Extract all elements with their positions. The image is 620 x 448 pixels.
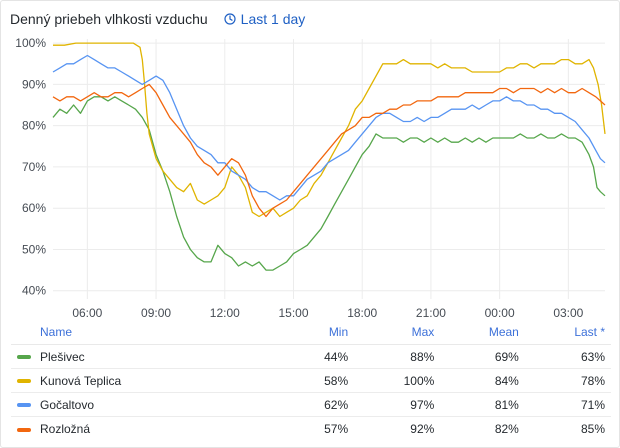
legend-series-name[interactable]: Gočaltovo — [40, 397, 95, 412]
series-line-1[interactable] — [53, 42, 606, 218]
series-line-3[interactable] — [52, 83, 606, 218]
legend-series-name[interactable]: Plešivec — [40, 349, 85, 364]
legend-series[interactable]: Gočaltovo — [11, 392, 284, 417]
legend-header-max[interactable]: Max — [354, 321, 441, 345]
legend-max: 97% — [354, 392, 441, 417]
x-tick-label: 21:00 — [416, 306, 446, 320]
legend-mean: 82% — [494, 421, 519, 436]
legend-header-min[interactable]: Min — [283, 321, 355, 345]
legend-mean: 81% — [440, 392, 525, 417]
x-tick-label: 12:00 — [210, 306, 240, 320]
legend-max: 88% — [354, 344, 441, 369]
legend-min: 44% — [283, 344, 355, 369]
legend-series-name[interactable]: Rozložná — [40, 421, 91, 436]
clock-icon — [224, 13, 236, 25]
legend-min: 57% — [324, 421, 349, 436]
y-axis-labels: 40% 50% 60% 70% 80% 90% 100% — [15, 37, 46, 298]
legend-last: 85% — [580, 421, 605, 436]
legend-max: 92% — [410, 421, 435, 436]
series-line-0[interactable] — [52, 96, 606, 271]
x-tick-label: 00:00 — [485, 306, 515, 320]
legend-series[interactable]: Kunová Teplica — [11, 368, 284, 393]
series-color-swatch[interactable] — [17, 355, 31, 360]
legend-header-row: Name Min Max Mean Last * — [11, 321, 611, 345]
y-tick-label: 70% — [22, 160, 46, 174]
y-tick-label: 100% — [15, 37, 46, 50]
y-tick-label: 40% — [22, 284, 46, 298]
series-color-swatch[interactable] — [17, 379, 31, 384]
x-tick-label: 09:00 — [141, 306, 171, 320]
x-tick-label: 15:00 — [278, 306, 308, 320]
legend-last: 71% — [524, 392, 611, 417]
legend-row[interactable]: Plešivec 44% 88% 69% 63% — [11, 344, 611, 369]
legend-row[interactable]: Kunová Teplica 58% 100% 84% 78% — [11, 368, 611, 393]
panel-title: Denný priebeh vlhkosti vzduchu — [10, 11, 208, 27]
legend-header-last[interactable]: Last * — [524, 321, 611, 345]
y-tick-label: 50% — [22, 242, 46, 256]
y-tick-label: 60% — [22, 201, 46, 215]
legend-mean: 69% — [440, 344, 525, 369]
panel-header: Denný priebeh vlhkosti vzduchu Last 1 da… — [10, 9, 305, 29]
legend-series[interactable]: Rozložná — [11, 417, 284, 441]
y-tick-label: 80% — [22, 119, 46, 133]
x-tick-label: 03:00 — [553, 306, 583, 320]
legend-header-name[interactable]: Name — [11, 321, 284, 345]
legend-max: 100% — [354, 368, 441, 393]
legend-min: 58% — [283, 368, 355, 393]
chart-grid — [53, 39, 605, 299]
legend-series[interactable]: Plešivec — [11, 344, 284, 369]
x-axis-labels: 06:00 09:00 12:00 15:00 18:00 21:00 00:00 03:00 — [72, 306, 583, 320]
legend-min: 62% — [283, 392, 355, 417]
legend-series-name[interactable]: Kunová Teplica — [40, 373, 122, 388]
x-tick-label: 18:00 — [347, 306, 377, 320]
series-line-2[interactable] — [52, 54, 606, 201]
time-range-picker[interactable]: Last 1 day — [224, 11, 306, 27]
legend-row[interactable]: Gočaltovo 62% 97% 81% 71% — [11, 392, 611, 417]
legend-row[interactable]: Rozložná 57% 92% 82% 85% — [11, 417, 611, 441]
series-color-swatch[interactable] — [17, 427, 31, 432]
y-tick-label: 90% — [22, 77, 46, 91]
legend-header-mean[interactable]: Mean — [440, 321, 525, 345]
humidity-line-chart[interactable]: 40% 50% 60% 70% 80% 90% 100% 06:00 09:00 12:00 15… — [1, 37, 620, 321]
legend-last: 63% — [524, 344, 611, 369]
x-tick-label: 06:00 — [72, 306, 102, 320]
series-color-swatch[interactable] — [17, 403, 31, 408]
legend-last: 78% — [524, 368, 611, 393]
legend-table: Name Min Max Mean Last * Plešivec 44% 88… — [11, 321, 611, 441]
legend-mean: 84% — [440, 368, 525, 393]
series-lines — [52, 42, 606, 271]
time-range-label: Last 1 day — [240, 11, 306, 27]
